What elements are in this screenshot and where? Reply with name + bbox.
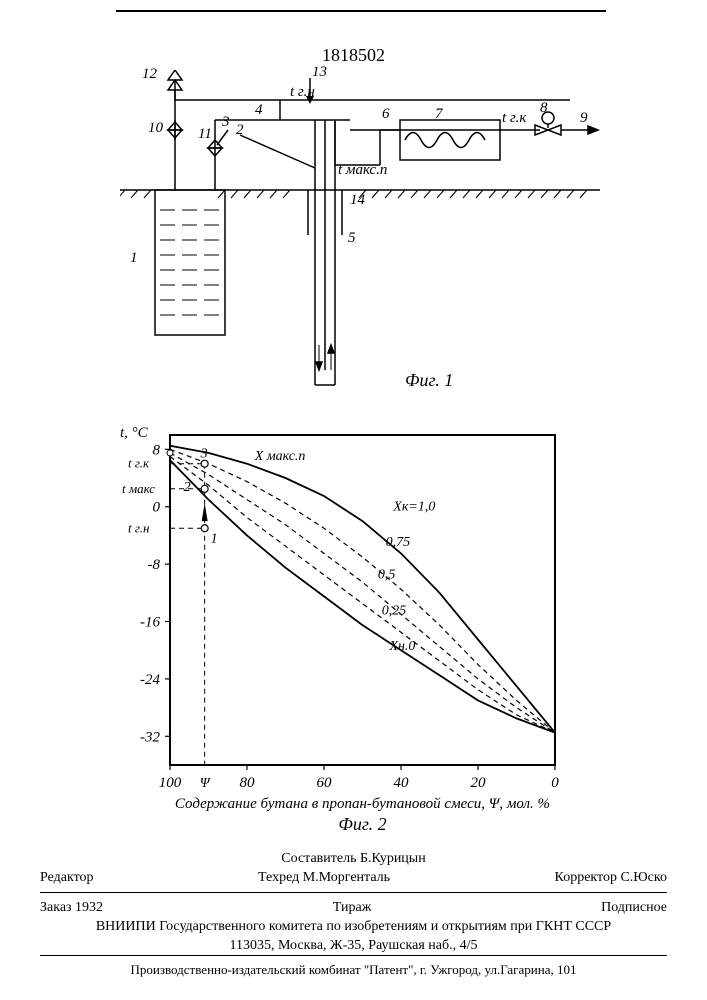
svg-text:X макс.п: X макс.п [254,449,306,464]
figure-1-caption: Фиг. 1 [405,370,453,391]
svg-text:100: 100 [159,775,182,791]
svg-text:0,75: 0,75 [386,535,411,550]
fig1-label-11: 11 [198,126,212,143]
svg-text:0: 0 [551,775,559,791]
colophon-org-1: ВНИИПИ Государственного комитета по изоб… [40,918,667,937]
svg-text:t г.к: t г.к [128,456,150,471]
imprint-line: Производственно-издательский комбинат "П… [40,962,667,978]
fig1-label-3: 3 [222,114,230,131]
fig1-label-14: 14 [350,192,365,209]
svg-text:-24: -24 [140,672,160,688]
fig1-label-12: 12 [142,66,157,83]
fig1-label-8: 8 [540,100,548,117]
document-number: 1818502 [0,45,707,66]
figure-1: 1 2 3 4 5 6 7 8 9 10 11 12 13 14 t г.н t… [120,70,600,400]
colophon-tirazh: Тираж [333,899,372,918]
fig1-label-5: 5 [348,230,356,247]
fig1-t-gk: t г.к [502,110,526,127]
colophon-techred: Техред М.Моргенталь [258,869,390,888]
svg-text:t, °C: t, °C [120,425,149,441]
svg-text:0,25: 0,25 [382,603,407,618]
colophon-corrector: Корректор С.Юско [555,869,667,888]
svg-text:8: 8 [153,442,161,458]
svg-text:20: 20 [471,775,487,791]
svg-text:-32: -32 [140,729,160,745]
svg-text:Ψ: Ψ [200,776,211,791]
svg-text:t макс: t макс [122,481,155,496]
svg-text:Фиг. 2: Фиг. 2 [338,814,386,834]
svg-text:2: 2 [184,480,191,495]
fig1-label-1: 1 [130,250,138,267]
fig1-label-4: 4 [255,102,263,119]
svg-text:1: 1 [211,531,218,546]
imprint: Производственно-издательский комбинат "П… [40,955,667,978]
colophon-org-2: 113035, Москва, Ж-35, Раушская наб., 4/5 [40,937,667,956]
fig1-label-9: 9 [580,110,588,127]
svg-text:Xк=1,0: Xк=1,0 [392,499,435,514]
colophon-editor-label: Редактор [40,869,94,888]
fig1-label-2: 2 [236,122,244,139]
fig1-label-13: 13 [312,64,327,81]
figure-2: 80-8-16-24-32100806040200t, °C123X макс.… [100,420,570,840]
svg-text:0,5: 0,5 [378,567,396,582]
svg-text:-16: -16 [140,615,160,631]
colophon-order: Заказ 1932 [40,899,103,918]
figure-1-svg [120,70,600,400]
svg-text:Xн.0: Xн.0 [388,639,415,654]
svg-text:60: 60 [317,775,333,791]
fig1-t-maksp: t макс.п [338,162,387,179]
colophon-compiler: Составитель Б.Курицын [40,850,667,869]
colophon-podpisnoe: Подписное [601,899,667,918]
imprint-rule [40,955,667,956]
fig1-t-gn: t г.н [290,84,315,101]
svg-text:80: 80 [240,775,256,791]
colophon-rule-1 [40,892,667,893]
top-border-rule [116,10,606,12]
svg-text:-8: -8 [148,557,161,573]
svg-text:t г.н: t г.н [128,520,149,535]
fig1-label-10: 10 [148,120,163,137]
svg-text:Содержание бутана в пропан-бут: Содержание бутана в пропан-бутановой сме… [175,796,550,812]
fig1-label-6: 6 [382,106,390,123]
svg-text:40: 40 [394,775,410,791]
figure-2-svg: 80-8-16-24-32100806040200t, °C123X макс.… [100,420,570,840]
fig1-label-7: 7 [435,106,443,123]
svg-text:0: 0 [153,500,161,516]
page: 1 8 1 8 5 0 2 [0,0,707,1000]
svg-text:3: 3 [200,447,208,462]
colophon: Составитель Б.Курицын Редактор Техред М.… [40,850,667,955]
